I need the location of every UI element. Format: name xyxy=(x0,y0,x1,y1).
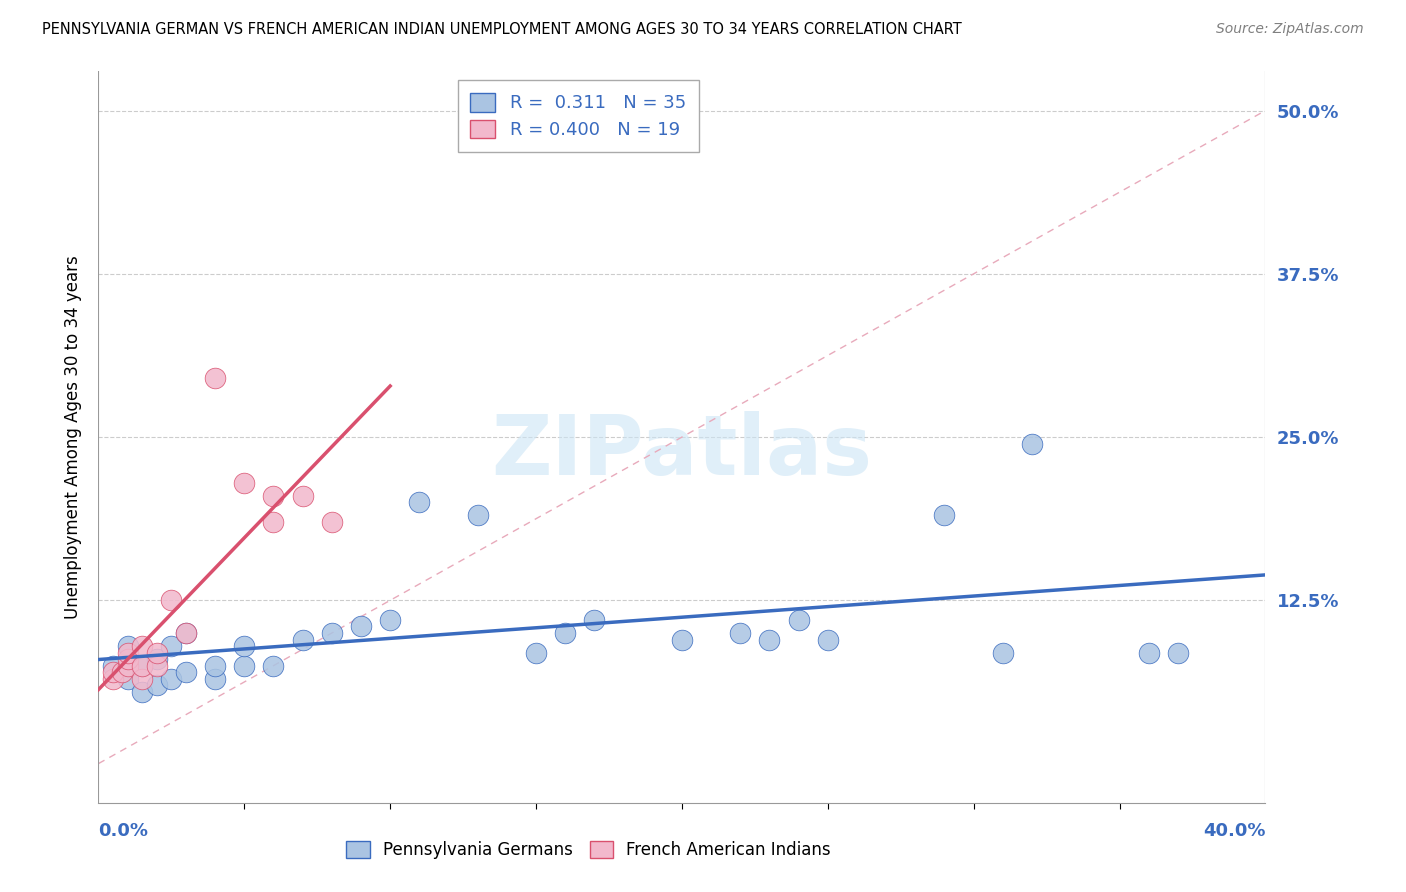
Point xyxy=(101,665,124,680)
Point xyxy=(174,626,197,640)
Point xyxy=(321,626,343,640)
Point xyxy=(233,639,256,653)
Text: 40.0%: 40.0% xyxy=(1204,822,1265,840)
Point xyxy=(1137,646,1160,660)
Point xyxy=(117,658,139,673)
Point xyxy=(408,495,430,509)
Text: ZIPatlas: ZIPatlas xyxy=(492,411,872,492)
Point xyxy=(174,665,197,680)
Point xyxy=(117,646,139,660)
Text: Source: ZipAtlas.com: Source: ZipAtlas.com xyxy=(1216,22,1364,37)
Point xyxy=(131,639,153,653)
Point xyxy=(160,593,183,607)
Point xyxy=(991,646,1014,660)
Point xyxy=(160,639,183,653)
Point xyxy=(117,639,139,653)
Point xyxy=(321,515,343,529)
Point xyxy=(101,672,124,686)
Point xyxy=(380,613,402,627)
Point xyxy=(787,613,810,627)
Y-axis label: Unemployment Among Ages 30 to 34 years: Unemployment Among Ages 30 to 34 years xyxy=(63,255,82,619)
Point xyxy=(204,371,226,385)
Point xyxy=(117,672,139,686)
Point xyxy=(131,658,153,673)
Point xyxy=(467,508,489,523)
Point xyxy=(262,515,284,529)
Point xyxy=(291,489,314,503)
Point xyxy=(583,613,606,627)
Text: PENNSYLVANIA GERMAN VS FRENCH AMERICAN INDIAN UNEMPLOYMENT AMONG AGES 30 TO 34 Y: PENNSYLVANIA GERMAN VS FRENCH AMERICAN I… xyxy=(42,22,962,37)
Point xyxy=(131,658,153,673)
Point xyxy=(671,632,693,647)
Text: 0.0%: 0.0% xyxy=(98,822,149,840)
Point xyxy=(554,626,576,640)
Point xyxy=(111,665,134,680)
Point xyxy=(730,626,752,640)
Point xyxy=(146,658,169,673)
Point xyxy=(146,652,169,666)
Point xyxy=(174,626,197,640)
Point xyxy=(233,658,256,673)
Point xyxy=(160,672,183,686)
Point xyxy=(117,652,139,666)
Point xyxy=(131,672,153,686)
Point xyxy=(1021,436,1043,450)
Point xyxy=(101,658,124,673)
Point xyxy=(262,489,284,503)
Point xyxy=(146,646,169,660)
Point xyxy=(204,658,226,673)
Point xyxy=(131,685,153,699)
Point xyxy=(291,632,314,647)
Point xyxy=(233,475,256,490)
Point xyxy=(350,619,373,633)
Point xyxy=(758,632,780,647)
Point xyxy=(204,672,226,686)
Point xyxy=(524,646,547,660)
Point xyxy=(262,658,284,673)
Legend: Pennsylvania Germans, French American Indians: Pennsylvania Germans, French American In… xyxy=(337,833,839,868)
Point xyxy=(1167,646,1189,660)
Point xyxy=(146,678,169,692)
Point xyxy=(817,632,839,647)
Point xyxy=(934,508,956,523)
